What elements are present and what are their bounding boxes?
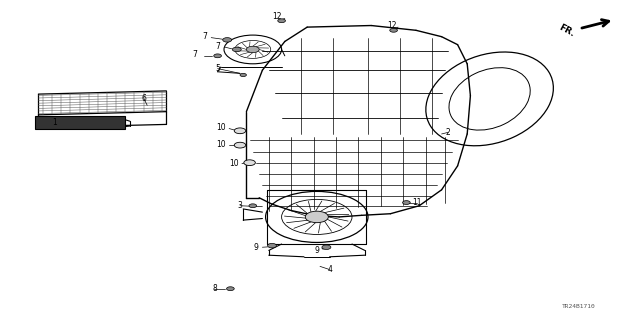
Circle shape xyxy=(240,73,246,77)
Circle shape xyxy=(278,19,285,23)
Text: 9: 9 xyxy=(314,246,319,255)
Text: 6: 6 xyxy=(141,94,147,103)
Circle shape xyxy=(246,46,259,53)
Text: 4: 4 xyxy=(327,265,332,274)
Text: FR.: FR. xyxy=(557,22,576,38)
Text: 10: 10 xyxy=(228,159,239,168)
Circle shape xyxy=(214,54,221,58)
Text: 12: 12 xyxy=(387,21,396,30)
Text: 9: 9 xyxy=(253,243,259,252)
Text: 3: 3 xyxy=(237,201,243,210)
Text: 8: 8 xyxy=(212,284,217,293)
Text: 1: 1 xyxy=(52,118,57,127)
Circle shape xyxy=(249,204,257,208)
Circle shape xyxy=(232,47,241,52)
Circle shape xyxy=(322,245,331,249)
Text: 5: 5 xyxy=(215,64,220,73)
Bar xyxy=(35,116,125,129)
Circle shape xyxy=(244,160,255,166)
Text: 7: 7 xyxy=(202,32,207,41)
Text: 10: 10 xyxy=(216,140,226,149)
Circle shape xyxy=(268,243,276,248)
Circle shape xyxy=(227,287,234,291)
Circle shape xyxy=(403,201,410,204)
Circle shape xyxy=(390,28,397,32)
Circle shape xyxy=(305,211,328,223)
Text: 7: 7 xyxy=(193,50,198,59)
Text: 12: 12 xyxy=(272,12,281,21)
Circle shape xyxy=(234,142,246,148)
Circle shape xyxy=(223,38,232,42)
Text: 10: 10 xyxy=(216,123,226,132)
Text: 2: 2 xyxy=(445,128,451,137)
Circle shape xyxy=(234,128,246,134)
Text: TR24B1710: TR24B1710 xyxy=(561,304,595,309)
Text: 11: 11 xyxy=(413,198,422,207)
Text: 7: 7 xyxy=(215,42,220,51)
